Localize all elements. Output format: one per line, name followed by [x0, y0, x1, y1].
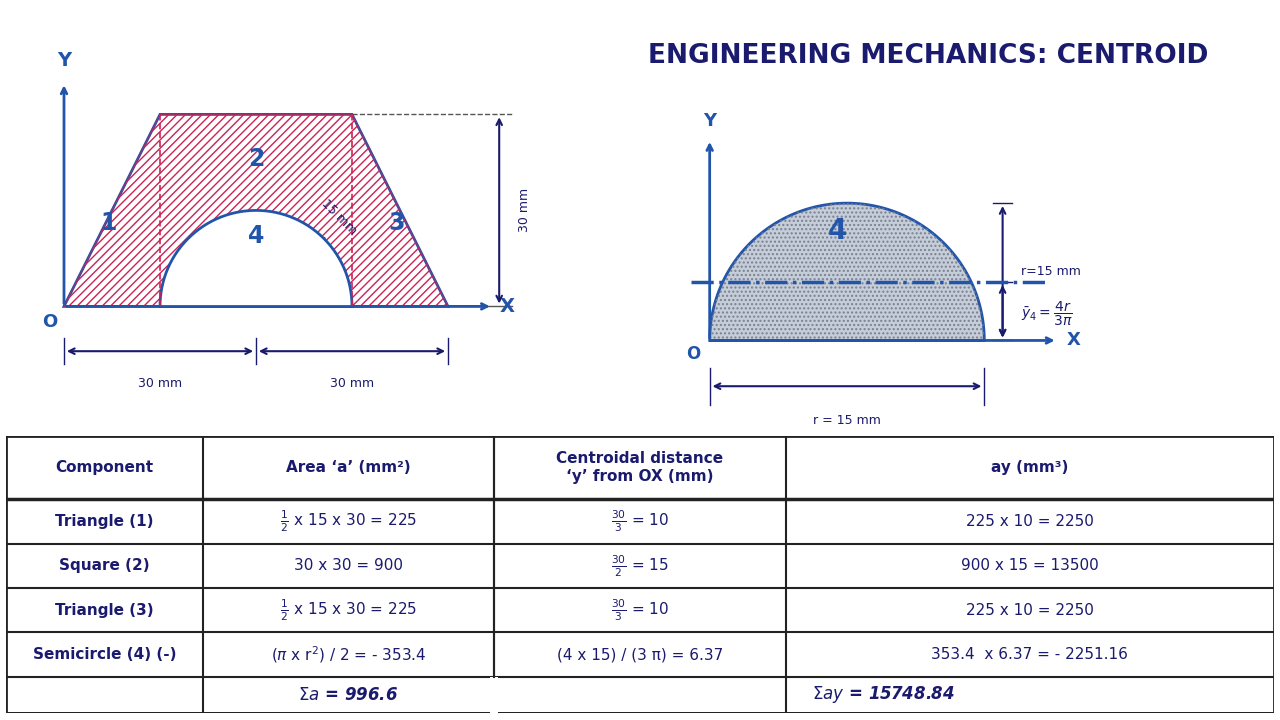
Text: 30 mm: 30 mm — [518, 189, 531, 233]
Text: 2: 2 — [248, 147, 264, 171]
Text: X: X — [1066, 331, 1080, 349]
Text: (4 x 15) / (3 π) = 6.37: (4 x 15) / (3 π) = 6.37 — [557, 647, 723, 662]
Text: 30 mm: 30 mm — [330, 377, 374, 390]
Text: Centroidal distance
‘y’ from OX (mm): Centroidal distance ‘y’ from OX (mm) — [557, 451, 723, 484]
Text: $\frac{1}{2}$ x 15 x 30 = 225: $\frac{1}{2}$ x 15 x 30 = 225 — [280, 598, 417, 623]
Text: Y: Y — [56, 50, 72, 70]
Bar — [490, 677, 498, 713]
Text: ay (mm³): ay (mm³) — [991, 460, 1069, 475]
Text: $\frac{30}{2}$ = 15: $\frac{30}{2}$ = 15 — [611, 553, 669, 579]
Text: Triangle (1): Triangle (1) — [55, 514, 154, 529]
Text: ($\pi$ x r$^2$) / 2 = - 353.4: ($\pi$ x r$^2$) / 2 = - 353.4 — [271, 644, 426, 665]
Text: $\Sigma a$ = 996.6: $\Sigma a$ = 996.6 — [298, 685, 398, 703]
Text: $\frac{30}{3}$ = 10: $\frac{30}{3}$ = 10 — [611, 509, 669, 534]
Text: 225 x 10 = 2250: 225 x 10 = 2250 — [965, 603, 1093, 618]
Text: $\frac{30}{3}$ = 10: $\frac{30}{3}$ = 10 — [611, 598, 669, 623]
Text: O: O — [42, 312, 58, 330]
Text: 4: 4 — [248, 224, 264, 248]
Text: X: X — [499, 297, 515, 316]
Text: Area ‘a’ (mm²): Area ‘a’ (mm²) — [287, 460, 411, 475]
Text: Semicircle (4) (-): Semicircle (4) (-) — [33, 647, 177, 662]
Text: 30 x 30 = 900: 30 x 30 = 900 — [294, 559, 403, 573]
Text: r = 15 mm: r = 15 mm — [813, 414, 881, 427]
Text: Y: Y — [703, 112, 717, 130]
Text: $\bar{y}_4 = \dfrac{4r}{3\pi}$: $\bar{y}_4 = \dfrac{4r}{3\pi}$ — [1021, 300, 1073, 328]
Text: 30 mm: 30 mm — [138, 377, 182, 390]
Text: 1: 1 — [101, 211, 116, 235]
Text: 15 mm: 15 mm — [319, 197, 360, 237]
Polygon shape — [64, 114, 448, 307]
Text: Component: Component — [55, 460, 154, 475]
Text: ENGINEERING MECHANICS: CENTROID: ENGINEERING MECHANICS: CENTROID — [648, 42, 1208, 69]
Text: Square (2): Square (2) — [59, 559, 150, 573]
Text: 353.4  x 6.37 = - 2251.16: 353.4 x 6.37 = - 2251.16 — [932, 647, 1128, 662]
Polygon shape — [709, 203, 984, 341]
Text: r=15 mm: r=15 mm — [1021, 265, 1080, 279]
Text: 900 x 15 = 13500: 900 x 15 = 13500 — [961, 559, 1098, 573]
Text: $\frac{1}{2}$ x 15 x 30 = 225: $\frac{1}{2}$ x 15 x 30 = 225 — [280, 509, 417, 534]
Text: 4: 4 — [828, 217, 847, 245]
Text: $\Sigma ay$ = 15748.84: $\Sigma ay$ = 15748.84 — [813, 684, 955, 706]
Text: Triangle (3): Triangle (3) — [55, 603, 154, 618]
Text: 3: 3 — [389, 211, 404, 235]
Text: O: O — [686, 345, 700, 363]
Polygon shape — [160, 210, 352, 307]
Text: 225 x 10 = 2250: 225 x 10 = 2250 — [965, 514, 1093, 529]
